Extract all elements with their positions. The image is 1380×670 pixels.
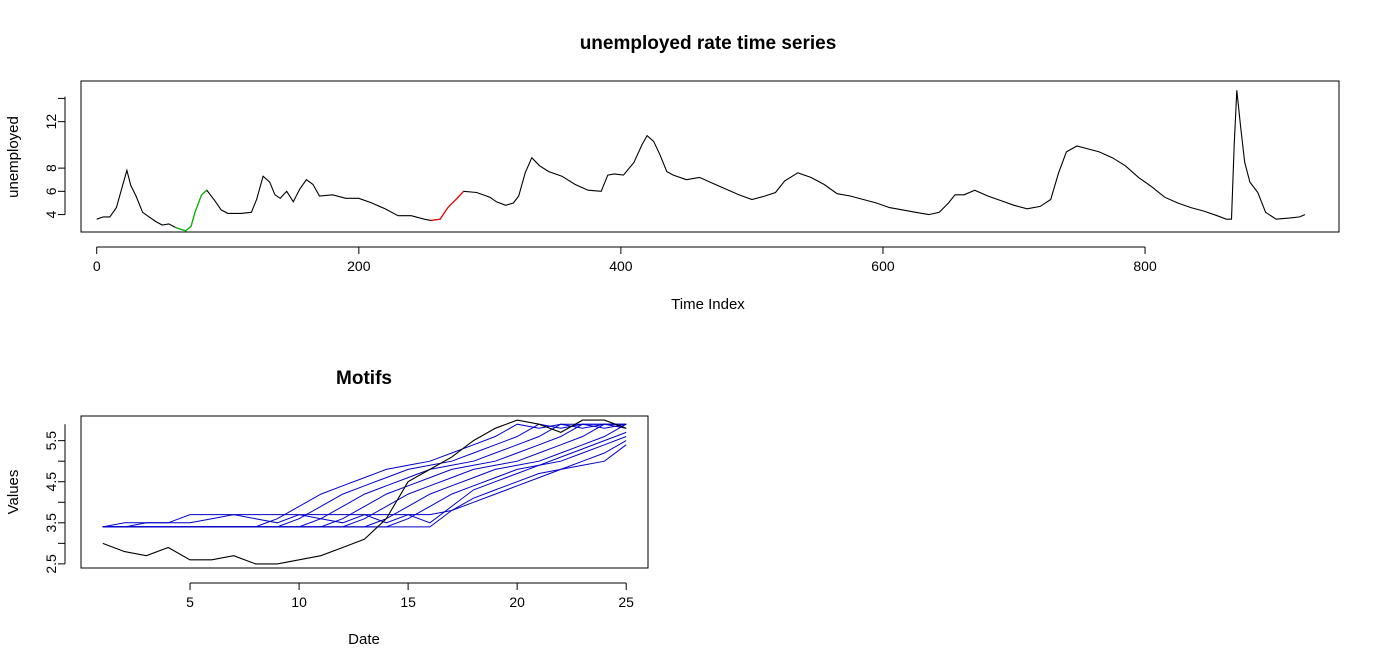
motifs-x-tick-label: 25 [618, 594, 634, 610]
x-tick-label: 800 [1133, 258, 1157, 274]
series-line-motif-2 [431, 191, 464, 220]
motifs-y-tick-label: 2.5 [43, 554, 59, 574]
motifs-x-axis-label: Date [348, 631, 380, 648]
motif-line-match-10 [103, 432, 626, 527]
motifs-x-tick-label: 15 [400, 594, 416, 610]
motif-line-match-4 [103, 424, 626, 527]
motifs-plot-frame [81, 416, 648, 568]
y-tick-label: 4 [43, 210, 59, 218]
motif-line-match-9 [103, 441, 626, 527]
series-line-unemployed [97, 90, 1305, 231]
motifs-y-tick-label: 3.5 [43, 513, 59, 533]
y-tick-label: 12 [43, 114, 59, 130]
motifs-x-tick-label: 20 [509, 594, 525, 610]
x-tick-label: 200 [347, 258, 371, 274]
motif-line-match-5 [103, 424, 626, 527]
y-tick-label: 8 [43, 164, 59, 172]
motifs-title: Motifs [336, 368, 392, 389]
series-line-motif-1 [175, 190, 207, 231]
motif-line-match-6 [103, 424, 626, 527]
x-axis-label: Time Index [671, 296, 745, 313]
y-tick-label: 6 [43, 187, 59, 195]
motifs-x-tick-label: 5 [186, 594, 194, 610]
plot-frame [81, 81, 1339, 232]
motifs-y-tick-label: 4.5 [43, 472, 59, 492]
x-tick-label: 400 [609, 258, 633, 274]
motifs-y-tick-label: 5.5 [43, 431, 59, 451]
chart-title: unemployed rate time series [580, 33, 837, 54]
motif-line-match-2 [103, 424, 626, 527]
x-tick-label: 600 [871, 258, 895, 274]
y-axis-label: unemployed [5, 116, 22, 198]
motifs-x-tick-label: 10 [291, 594, 307, 610]
motif-line-match-3 [103, 424, 626, 527]
motif-line-match-1 [103, 424, 626, 527]
x-tick-label: 0 [93, 258, 101, 274]
motifs-y-axis-label: Values [5, 470, 22, 515]
